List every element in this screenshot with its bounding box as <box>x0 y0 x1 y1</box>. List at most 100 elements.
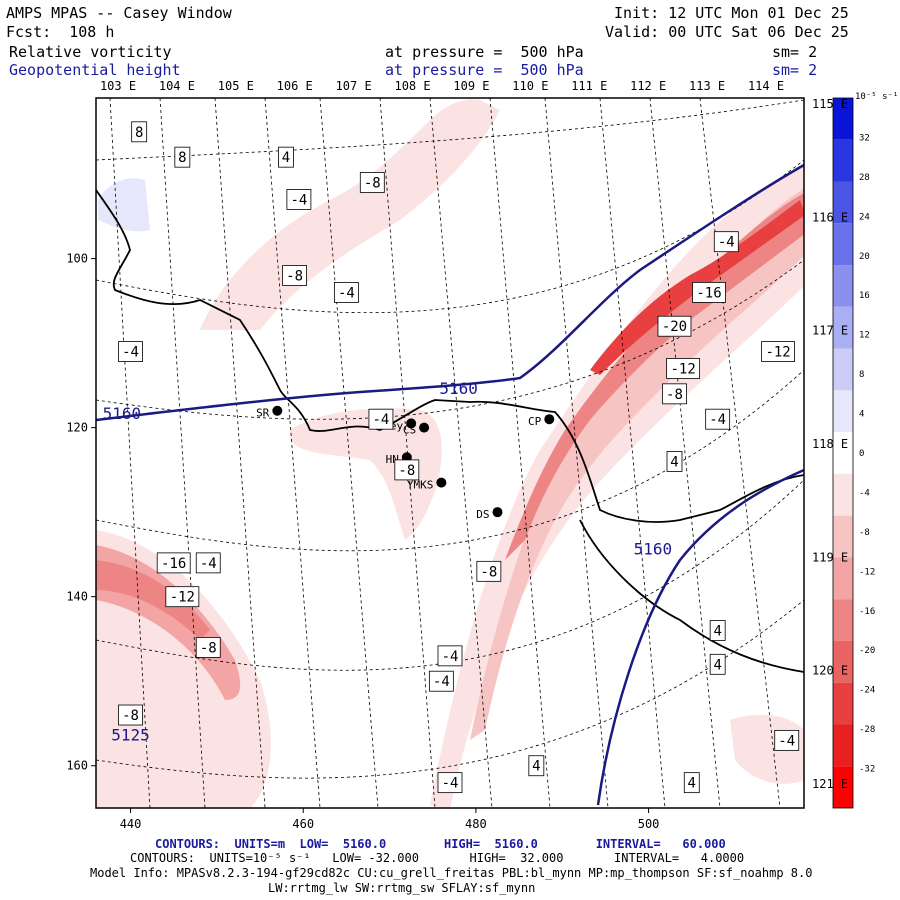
vorticity-label-box <box>683 772 700 794</box>
vorticity-contour-label: -8 <box>398 463 415 479</box>
station-label: CS <box>403 424 416 437</box>
vorticity-label-box <box>774 729 800 751</box>
vorticity-contour-label: -4 <box>290 192 307 208</box>
vorticity-contour-label: -12 <box>670 361 695 377</box>
vorticity-label-box <box>282 265 307 286</box>
vorticity-contour-label: 4 <box>713 657 721 673</box>
colorbar-tick-label: 20 <box>859 252 870 262</box>
vorticity-contour-label: -8 <box>122 708 139 724</box>
forecast-hour: Fcst: 108 h <box>6 23 115 41</box>
vorticity-patch-casey <box>290 408 442 540</box>
coastline-south <box>579 519 804 673</box>
colorbar: 32 28 24 20 16 12 8 4 0 -4 -8 -12 -16 -20 -24 -28 -32 <box>832 97 875 809</box>
lon-label-top: 112 E <box>630 79 666 93</box>
colorbar-segment <box>833 515 853 558</box>
colorbar-tick-label: 28 <box>859 173 870 183</box>
lon-label-top: 105 E <box>218 79 254 93</box>
field2-name: Geopotential height <box>9 61 181 79</box>
lon-label-top: 107 E <box>336 79 372 93</box>
colorbar-segment <box>833 682 853 725</box>
colorbar-tick-label: 16 <box>859 291 870 301</box>
vorticity-contour-label: 4 <box>670 454 678 470</box>
lon-label-right: 120 E <box>812 664 848 678</box>
vorticity-label-box <box>359 172 385 193</box>
vorticity-contour-label: -4 <box>372 412 389 428</box>
station-label: DS <box>476 508 489 521</box>
vorticity-label-box <box>156 552 191 574</box>
y-tick-label: 160 <box>66 759 88 773</box>
lon-label-top: 103 E <box>100 79 136 93</box>
colorbar-segment <box>833 265 853 307</box>
vorticity-contour-label: -4 <box>778 733 795 749</box>
lon-label-right: 118 E <box>812 437 848 451</box>
colorbar-segment <box>833 348 853 391</box>
height-contour-label: 5160 <box>439 379 478 398</box>
colorbar-tick-label: -12 <box>859 567 875 577</box>
colorbar-segment <box>833 432 853 474</box>
footer-model-info: Model Info: MPASv8.2.3-194-gf29cd82c CU:… <box>90 866 813 880</box>
vorticity-label-box <box>118 704 143 726</box>
colorbar-tick-label: -20 <box>859 646 875 656</box>
station-marker <box>544 414 555 425</box>
height-contour-label: 5125 <box>111 725 150 744</box>
lon-label-right: 115 E <box>812 97 848 111</box>
vorticity-label-box <box>437 772 463 794</box>
colorbar-segment <box>833 599 853 641</box>
colorbar-segment <box>833 557 853 600</box>
vorticity-label-box <box>394 459 420 481</box>
vorticity-label-box <box>705 408 731 430</box>
colorbar-segment <box>833 724 853 767</box>
vorticity-contour-label: 4 <box>532 759 540 775</box>
model-title: AMPS MPAS -- Casey Window <box>6 4 232 22</box>
x-tick-label: 480 <box>465 817 487 831</box>
footer-height-contours: CONTOURS: UNITS=m LOW= 5160.0 HIGH= 5160… <box>155 837 726 851</box>
height-contour-label: 5160 <box>103 404 142 423</box>
colorbar-tick-label: -8 <box>859 528 870 538</box>
vorticity-label-box <box>666 451 683 472</box>
vorticity-contour-label: 8 <box>178 150 186 166</box>
colorbar-units: 10⁻⁵ s⁻¹ <box>855 92 898 102</box>
vorticity-label-box <box>165 586 200 608</box>
colorbar-tick-label: 12 <box>859 331 870 341</box>
colorbar-segment <box>833 98 853 140</box>
footer-vorticity-contours: CONTOURS: UNITS=10⁻⁵ s⁻¹ LOW= -32.000 HI… <box>130 851 745 865</box>
field1-smooth: sm= 2 <box>772 43 818 61</box>
field1-level: at pressure = 500 hPa <box>385 43 584 61</box>
vorticity-contour-label: -8 <box>286 269 303 285</box>
vorticity-contour-label: 4 <box>713 624 721 640</box>
vorticity-contour-label: 4 <box>282 150 290 166</box>
vorticity-label-box <box>195 552 221 574</box>
vorticity-contour-label: 8 <box>135 125 143 141</box>
station-marker <box>436 477 447 488</box>
vorticity-contour-label: -16 <box>161 556 186 572</box>
colorbar-tick-label: 24 <box>859 212 870 222</box>
vorticity-label-box <box>368 408 394 430</box>
vorticity-label-box <box>118 341 143 362</box>
x-tick-label: 440 <box>120 817 142 831</box>
colorbar-segment <box>833 306 853 349</box>
valid-time: Valid: 00 UTC Sat 06 Dec 25 <box>605 23 849 41</box>
vorticity-label-box <box>195 637 221 658</box>
height-contour-5160-north <box>96 163 804 422</box>
vorticity-label-box <box>657 315 692 337</box>
colorbar-tick-label: -24 <box>859 686 875 696</box>
lon-label-top: 106 E <box>277 79 313 93</box>
vorticity-label-box <box>713 231 739 253</box>
vorticity-label-box <box>528 755 545 777</box>
x-tick-label: 500 <box>638 817 660 831</box>
lon-label-right: 121 E <box>812 777 848 791</box>
vorticity-label-box <box>278 146 294 168</box>
lon-label-top: 113 E <box>689 79 725 93</box>
colorbar-tick-label: -4 <box>859 488 870 498</box>
lon-label-right: 117 E <box>812 324 848 338</box>
lon-label-top: 104 E <box>159 79 195 93</box>
axes-layer: 440 460 480 500 100 120 140 160 103 E 104 E 105 E 1… <box>66 79 848 831</box>
vorticity-patch-positive <box>98 178 150 232</box>
vorticity-contour-label: -4 <box>338 285 355 301</box>
field2-smooth: sm= 2 <box>772 61 818 79</box>
field2-level: at pressure = 500 hPa <box>385 61 584 79</box>
vorticity-contour-label: -8 <box>666 387 683 403</box>
y-tick-label: 100 <box>66 252 88 266</box>
lon-label-top: 109 E <box>453 79 489 93</box>
